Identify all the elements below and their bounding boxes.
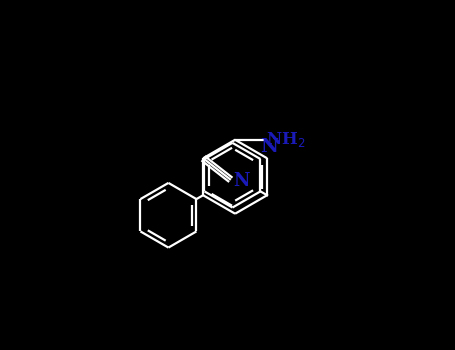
- Text: NH$_2$: NH$_2$: [266, 130, 305, 148]
- Text: N: N: [260, 138, 278, 156]
- Text: N: N: [233, 172, 250, 190]
